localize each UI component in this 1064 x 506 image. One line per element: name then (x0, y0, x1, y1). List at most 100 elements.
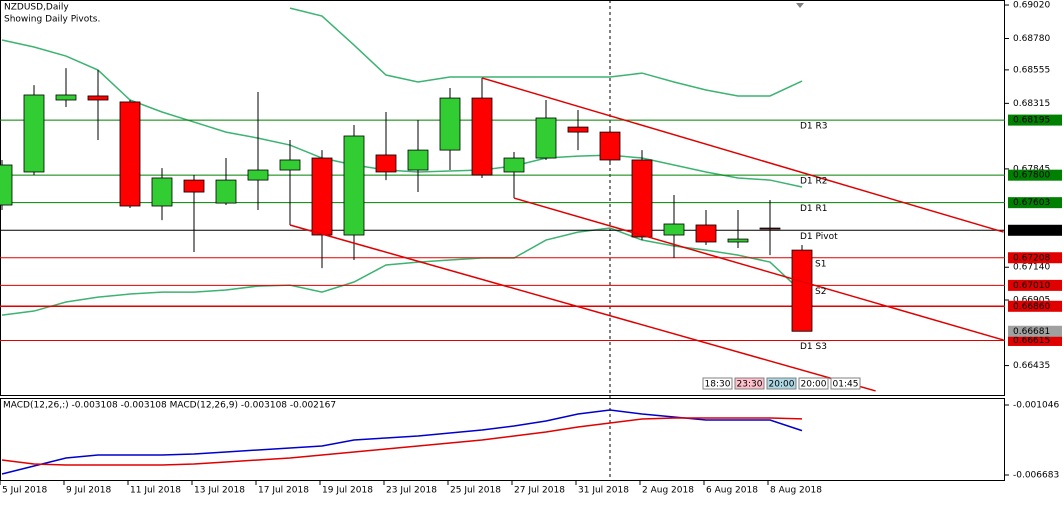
band-line (289, 7, 803, 97)
y-tick-label: 0.67140 (1013, 263, 1050, 273)
candle-body (503, 157, 525, 173)
macd-frame (0, 398, 1005, 481)
candle-body (23, 94, 45, 173)
x-tick-label: 13 Jul 2018 (194, 486, 245, 496)
candle-body (343, 135, 365, 236)
y-tick-label: 0.68555 (1013, 65, 1050, 75)
pivot-price-label: 0.67405 (1013, 226, 1050, 236)
pivot-price-label: 0.66615 (1013, 336, 1050, 346)
y-tick-label: -0.001046 (1013, 401, 1059, 411)
trendline (289, 224, 876, 392)
pivot-price-box (1008, 224, 1062, 236)
x-tick-label: 31 Jul 2018 (578, 486, 629, 496)
candle-body (791, 249, 813, 332)
session-box (798, 377, 829, 390)
pivot-price-box (1008, 114, 1062, 126)
y-tick-label: 0.69020 (1013, 1, 1050, 11)
pivot-label: S1 (815, 259, 826, 269)
chart-subtitle: Showing Daily Pivots. (4, 15, 100, 25)
x-tick-label: 23 Jul 2018 (386, 486, 437, 496)
x-tick-label: 2 Aug 2018 (642, 486, 694, 496)
candle-body (215, 179, 237, 204)
x-tick-label: 27 Jul 2018 (514, 486, 565, 496)
candle-body (631, 159, 653, 238)
candle-body (311, 157, 333, 236)
y-tick-label: 0.68780 (1013, 34, 1050, 44)
candle-body (87, 95, 109, 101)
x-tick-label: 8 Aug 2018 (770, 486, 822, 496)
candle-body (663, 223, 685, 236)
price-box (1008, 300, 1062, 312)
candle-body (0, 164, 13, 206)
pivot-price-label: 0.67603 (1013, 198, 1050, 208)
candle-body (55, 94, 77, 101)
candle-body (375, 154, 397, 173)
main-plot (0, 7, 1005, 392)
x-tick-label: 25 Jul 2018 (450, 486, 501, 496)
band-line (1, 227, 803, 316)
session-box (734, 377, 765, 390)
pivot-price-box (1008, 334, 1062, 346)
pivot-price-box (1008, 252, 1062, 264)
candle-body (119, 101, 141, 207)
candle-body (471, 97, 493, 176)
x-tick-label: 11 Jul 2018 (130, 486, 181, 496)
pivot-label: S2 (815, 287, 826, 297)
y-tick-label: -0.006683 (1013, 470, 1059, 480)
pivot-price-label: 0.67800 (1013, 171, 1050, 181)
macd-plot (1, 409, 803, 475)
y-tick-label: 0.67845 (1013, 164, 1050, 174)
trendline (513, 197, 1004, 341)
candle-body (727, 238, 749, 243)
candle-body (151, 177, 173, 207)
pivot-price-label: 0.67010 (1013, 281, 1050, 291)
price-box (1008, 325, 1062, 337)
price-label: 0.66860 (1013, 302, 1050, 312)
y-tick-label: 0.66435 (1013, 361, 1050, 371)
y-tick-label: 0.66905 (1013, 296, 1050, 306)
axes: 0.69020 0.68780 0.68555 0.68315 0.67845 0.671… (0, 1, 1062, 496)
candle-body (567, 126, 589, 133)
session-time: 18:30 (705, 380, 731, 390)
macd-line (1, 409, 803, 475)
session-box (702, 377, 733, 390)
shift-marker (796, 3, 804, 8)
candle-body (759, 227, 781, 230)
candle-body (407, 149, 429, 171)
session-time: 01:45 (833, 380, 859, 390)
x-tick-label: 5 Jul 2018 (2, 486, 47, 496)
x-tick-label: 9 Jul 2018 (66, 486, 111, 496)
x-tick-label: 19 Jul 2018 (322, 486, 373, 496)
pivot-price-box (1008, 197, 1062, 209)
pivot-price-label: 0.68195 (1013, 116, 1050, 126)
y-tick-label: 0.68315 (1013, 99, 1050, 109)
session-time: 20:00 (769, 380, 795, 390)
pivot-price-label: 0.67208 (1013, 253, 1050, 263)
pivot-label: D1 R2 (800, 177, 828, 187)
candle-body (535, 117, 557, 159)
candle-body (599, 131, 621, 161)
candle-body (247, 169, 269, 181)
pivot-label: D1 Pivot (800, 232, 838, 242)
pivot-price-box (1008, 169, 1062, 181)
macd-line (1, 417, 803, 466)
candle-body (439, 97, 461, 151)
candle-body (183, 179, 205, 193)
chart-title: NZDUSD,Daily (4, 3, 69, 13)
session-box (830, 377, 861, 390)
session-box (766, 377, 797, 390)
x-tick-label: 17 Jul 2018 (258, 486, 309, 496)
x-tick-label: 6 Aug 2018 (706, 486, 758, 496)
candle-body (279, 159, 301, 171)
pivot-label: D1 R1 (800, 204, 828, 214)
session-time: 20:00 (801, 380, 827, 390)
price-label: 0.66681 (1013, 327, 1050, 337)
candle-body (695, 224, 717, 243)
pivot-label: D1 S3 (800, 342, 827, 352)
session-time: 23:30 (737, 380, 763, 390)
trendline (481, 77, 1004, 233)
pivot-price-box (1008, 279, 1062, 291)
pivot-label: D1 R3 (800, 122, 828, 132)
